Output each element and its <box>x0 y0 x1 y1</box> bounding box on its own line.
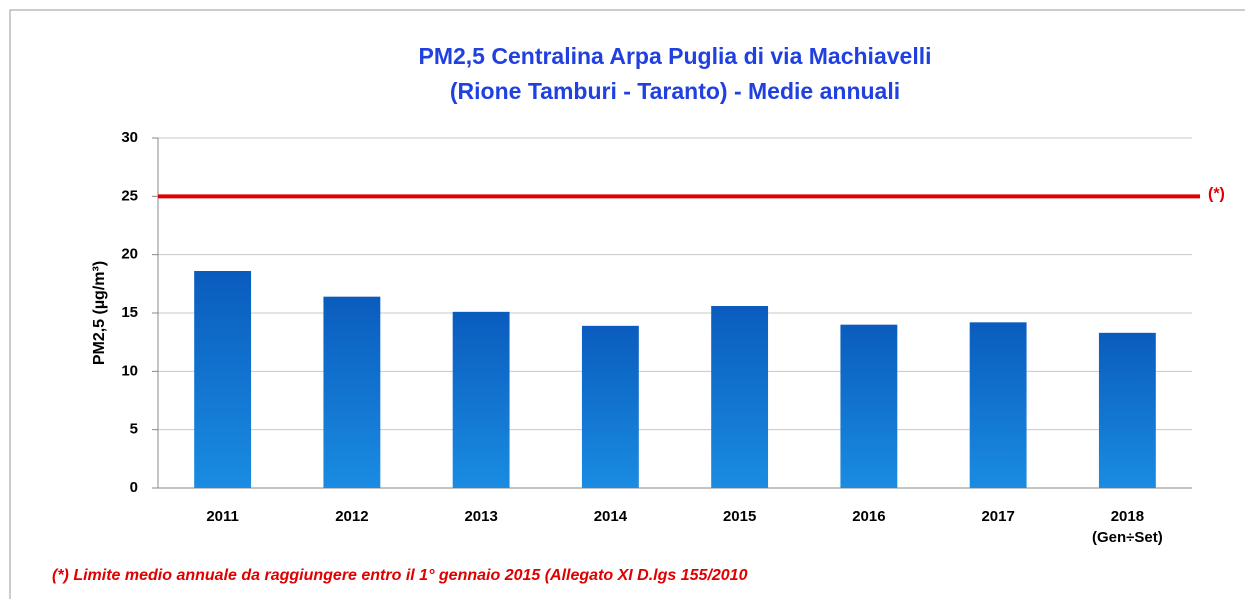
chart-border <box>9 9 1245 599</box>
y-axis-label: PM2,5 (µg/m³) <box>91 261 108 365</box>
x-tick-label: 2016 <box>852 508 886 525</box>
bar <box>969 322 1027 488</box>
y-tick-label: 25 <box>121 187 138 204</box>
y-tick-label: 10 <box>121 362 138 379</box>
x-tick-label: 2012 <box>335 508 369 525</box>
x-tick-label: 2017 <box>981 508 1015 525</box>
x-tick-label: 2014 <box>593 508 628 525</box>
y-tick-label: 15 <box>121 304 138 321</box>
x-tick-label: 2011 <box>206 508 239 525</box>
y-tick-label: 20 <box>121 246 138 263</box>
bar <box>711 306 769 488</box>
x-tick-label: 2013 <box>464 508 498 525</box>
bar <box>840 324 898 488</box>
bar <box>581 325 639 488</box>
y-tick-label: 30 <box>121 129 138 146</box>
y-tick-label: 5 <box>130 421 138 438</box>
chart-title: (Rione Tamburi - Taranto) - Medie annual… <box>450 78 900 104</box>
footnote: (*) Limite medio annuale da raggiungere … <box>52 567 748 584</box>
bar <box>323 296 381 488</box>
bar <box>1098 332 1156 488</box>
bar <box>194 271 252 488</box>
x-tick-label: 2018 (Gen÷Set) <box>1092 508 1163 546</box>
chart-title: PM2,5 Centralina Arpa Puglia di via Mach… <box>419 43 932 69</box>
reference-label: (*) <box>1208 186 1225 203</box>
bar <box>452 311 510 488</box>
x-tick-label: 2015 <box>722 508 757 525</box>
y-tick-label: 0 <box>130 479 138 496</box>
